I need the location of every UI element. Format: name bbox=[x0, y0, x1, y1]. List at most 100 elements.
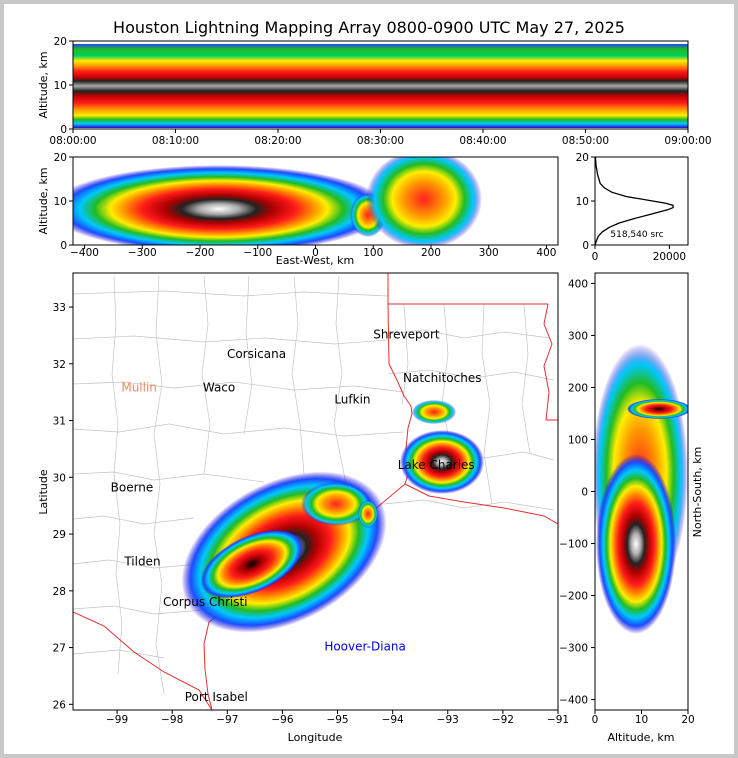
plan-x-tick-label: −99 bbox=[106, 714, 128, 726]
plan-map-layers bbox=[73, 273, 558, 710]
city-label: Lake Charles bbox=[398, 458, 475, 472]
histogram-x-tick-label: 20000 bbox=[653, 251, 686, 263]
plan-view-panel: Shreveport Corsicana Natchitoches Mullin Wac… bbox=[37, 272, 569, 744]
ns-height-ylabel: North-South, km bbox=[691, 447, 704, 538]
city-label: Tilden bbox=[123, 554, 160, 568]
histogram-x-tick-label: 0 bbox=[592, 251, 599, 263]
ew-main-cluster bbox=[73, 165, 389, 245]
ew-height-ylabel: Altitude, km bbox=[37, 167, 50, 234]
time-height-x-tick-label: 08:10:00 bbox=[152, 135, 199, 147]
time-height-density bbox=[73, 44, 688, 128]
ew-height-x-tick-label: −400 bbox=[70, 247, 99, 259]
ew-secondary-cluster bbox=[366, 157, 482, 245]
ew-height-x-tick-label: 300 bbox=[479, 247, 499, 259]
plan-y-tick-label: 27 bbox=[53, 643, 66, 655]
time-height-x-tick-label: 08:00:00 bbox=[49, 135, 96, 147]
rio-grande-border bbox=[73, 611, 213, 710]
time-height-x-tick-label: 08:20:00 bbox=[254, 135, 301, 147]
ew-height-panel: Altitude, km East-West, km −400 −300 −200−… bbox=[37, 152, 559, 267]
time-height-y-tick-label: 10 bbox=[54, 80, 67, 92]
ns-height-y-tick-label: 100 bbox=[568, 434, 588, 446]
plan-east-storm bbox=[400, 430, 484, 494]
plan-x-tick-label: −98 bbox=[161, 714, 183, 726]
ew-height-xlabel: East-West, km bbox=[276, 254, 354, 267]
ns-height-xlabel: Altitude, km bbox=[607, 731, 674, 744]
plan-x-ticks: −99 −98 −97 −96 −95 −94 −93 −92 −91 bbox=[106, 710, 569, 726]
density-band bbox=[73, 44, 688, 128]
louisiana-coast bbox=[404, 483, 558, 525]
plan-frame bbox=[72, 272, 559, 711]
ew-height-density bbox=[73, 157, 482, 245]
ns-height-panel: Altitude, km North-South, km 0 10 20 −400−… bbox=[559, 272, 704, 744]
ew-height-y-tick-label: 10 bbox=[54, 196, 67, 208]
ns-height-y-tick-label: 300 bbox=[568, 330, 588, 342]
ns-main-cluster bbox=[596, 454, 676, 634]
city-label: Lufkin bbox=[334, 393, 370, 407]
time-height-panel: Altitude, km 08:00:00 08:10:00 08:20:00 08:… bbox=[37, 36, 712, 147]
time-height-x-tick-label: 08:50:00 bbox=[562, 135, 609, 147]
city-label: Mullin bbox=[121, 381, 157, 395]
time-height-ylabel: Altitude, km bbox=[37, 51, 50, 118]
plan-x-tick-label: −91 bbox=[547, 714, 569, 726]
plan-y-tick-label: 26 bbox=[53, 699, 67, 711]
plan-y-tick-label: 32 bbox=[53, 359, 66, 371]
ew-height-x-ticks: −400 −300 −200 −100 0 100 200 300 400 bbox=[70, 245, 556, 259]
histogram-panel: 518,540 src 0 20000 0 10 20 bbox=[576, 152, 689, 263]
ew-height-x-tick-label: 0 bbox=[312, 247, 319, 259]
plan-y-ticks: 26 27 28 29 30 31 32 33 bbox=[53, 302, 73, 711]
city-label: Natchitoches bbox=[403, 371, 481, 385]
ew-height-y-ticks: 0 10 20 bbox=[54, 152, 73, 252]
city-label: Waco bbox=[203, 381, 235, 395]
plan-x-tick-label: −97 bbox=[216, 714, 238, 726]
city-label: Shreveport bbox=[373, 327, 440, 341]
histogram-y-tick-label: 20 bbox=[576, 152, 589, 164]
ew-height-x-tick-label: −200 bbox=[186, 247, 215, 259]
plan-y-tick-label: 33 bbox=[53, 302, 66, 314]
plan-isolated-cell bbox=[358, 500, 378, 528]
histogram-x-ticks: 0 20000 bbox=[592, 245, 686, 263]
plan-y-tick-label: 30 bbox=[53, 472, 66, 484]
ns-top-cluster bbox=[627, 399, 688, 419]
ew-height-x-tick-label: 400 bbox=[536, 247, 556, 259]
ns-height-density bbox=[595, 344, 688, 634]
city-labels: Shreveport Corsicana Natchitoches Mullin Wac… bbox=[111, 327, 482, 704]
ns-height-x-tick-label: 20 bbox=[681, 714, 694, 726]
histogram-y-ticks: 0 10 20 bbox=[576, 152, 595, 252]
ns-height-y-tick-label: −400 bbox=[559, 695, 588, 707]
ew-height-x-tick-label: 100 bbox=[363, 247, 383, 259]
plan-y-tick-label: 29 bbox=[53, 529, 66, 541]
plan-main-core bbox=[200, 529, 304, 599]
city-label: Hoover-Diana bbox=[324, 639, 406, 653]
plan-x-tick-label: −93 bbox=[437, 714, 459, 726]
ns-height-x-ticks: 0 10 20 bbox=[592, 710, 695, 726]
plan-x-tick-label: −94 bbox=[382, 714, 404, 726]
ns-height-x-tick-label: 0 bbox=[592, 714, 599, 726]
time-height-y-tick-label: 0 bbox=[60, 124, 67, 136]
plan-y-tick-label: 31 bbox=[53, 416, 66, 428]
ns-height-y-tick-label: 200 bbox=[568, 382, 588, 394]
mississippi-river-border bbox=[543, 303, 558, 421]
ew-height-y-tick-label: 20 bbox=[54, 152, 67, 164]
plan-x-tick-label: −96 bbox=[271, 714, 293, 726]
plan-ylabel: Latitude bbox=[37, 469, 50, 515]
ew-height-x-tick-label: −100 bbox=[243, 247, 272, 259]
plan-northeast-cell bbox=[412, 400, 456, 424]
plan-xlabel: Longitude bbox=[288, 731, 343, 744]
time-height-x-tick-label: 08:40:00 bbox=[459, 135, 506, 147]
histogram-frame bbox=[594, 156, 689, 246]
ns-height-y-ticks: −400 −300 −200 −100 0 100 200 300 400 bbox=[559, 278, 595, 707]
source-count-label: 518,540 src bbox=[610, 230, 663, 240]
figure-frame: Houston Lightning Mapping Array 0800-090… bbox=[4, 4, 734, 754]
histogram-y-tick-label: 0 bbox=[582, 240, 589, 252]
plan-y-tick-label: 28 bbox=[53, 586, 66, 598]
figure-title: Houston Lightning Mapping Array 0800-090… bbox=[113, 18, 625, 37]
plan-north-cells bbox=[301, 482, 371, 526]
time-height-x-tick-label: 09:00:00 bbox=[664, 135, 711, 147]
time-height-y-ticks: 0 10 20 bbox=[54, 36, 73, 136]
ns-height-x-tick-label: 10 bbox=[635, 714, 648, 726]
city-label: Boerne bbox=[111, 481, 154, 495]
plan-x-tick-label: −92 bbox=[492, 714, 514, 726]
histogram-y-tick-label: 10 bbox=[576, 196, 589, 208]
histogram-line bbox=[594, 156, 674, 246]
ew-height-x-tick-label: 200 bbox=[421, 247, 441, 259]
